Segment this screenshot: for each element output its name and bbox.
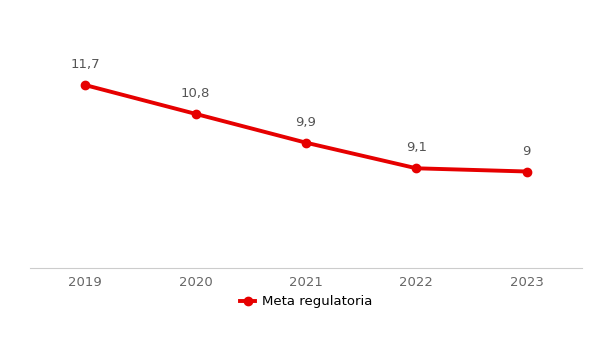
Text: 9,1: 9,1 <box>406 141 427 154</box>
Text: 10,8: 10,8 <box>181 87 210 100</box>
Text: 11,7: 11,7 <box>70 58 100 71</box>
Text: 9,9: 9,9 <box>296 116 316 129</box>
Legend: Meta regulatoria: Meta regulatoria <box>235 290 377 314</box>
Text: 9: 9 <box>523 145 531 158</box>
